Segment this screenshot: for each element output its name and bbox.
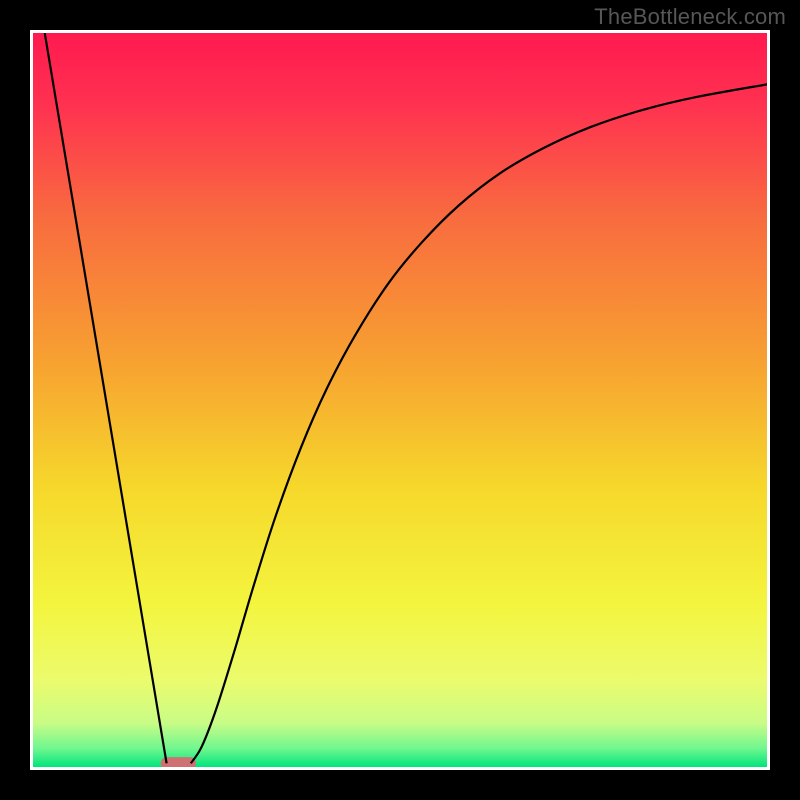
chart-background: [33, 33, 767, 767]
chart-svg: [0, 0, 800, 800]
chart-container: TheBottleneck.com: [0, 0, 800, 800]
watermark-text: TheBottleneck.com: [594, 4, 786, 30]
